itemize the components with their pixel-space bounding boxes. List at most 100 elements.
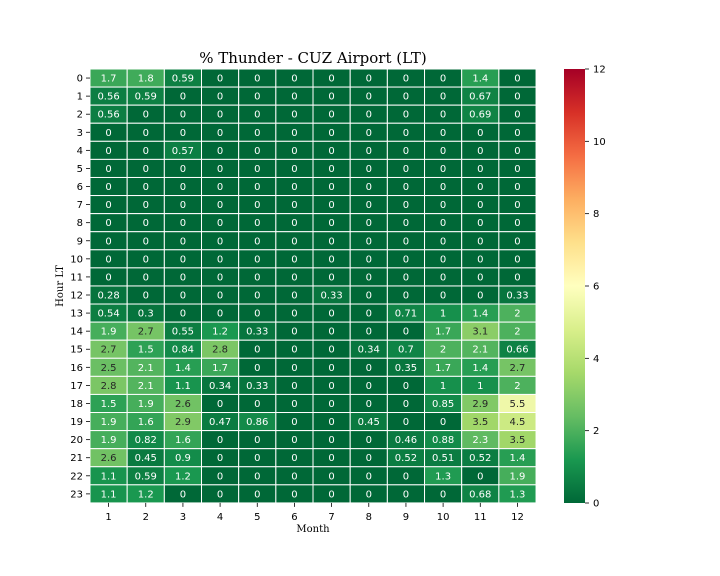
cell-value-label: 0 <box>328 471 334 482</box>
cell-value-label: 0 <box>366 453 372 464</box>
cell-value-label: 0.7 <box>398 345 414 356</box>
cell-value-label: 0 <box>254 254 260 265</box>
cell-value-label: 0.33 <box>246 381 268 392</box>
cell-value-label: 0 <box>403 182 409 193</box>
cell-value-label: 0 <box>440 128 446 139</box>
cell-value-label: 0 <box>217 489 223 500</box>
cell-value-label: 0 <box>291 435 297 446</box>
cell-value-label: 0 <box>328 417 334 428</box>
cell-value-label: 0 <box>254 128 260 139</box>
cell-value-label: 1.5 <box>101 399 117 410</box>
cell-value-label: 0 <box>291 164 297 175</box>
y-tick-label: 13 <box>70 309 83 320</box>
cell-value-label: 0 <box>291 399 297 410</box>
y-tick-label: 5 <box>77 164 83 175</box>
cell-value-label: 0 <box>440 74 446 85</box>
cell-value-label: 0 <box>291 417 297 428</box>
cell-value-label: 1.9 <box>101 417 117 428</box>
cell-value-label: 0 <box>328 92 334 103</box>
cell-value-label: 0 <box>403 381 409 392</box>
cell-value-label: 0 <box>328 363 334 374</box>
cell-value-label: 0 <box>366 291 372 302</box>
x-tick-label: 2 <box>143 512 149 523</box>
cell-value-label: 0.33 <box>246 327 268 338</box>
cell-value-label: 0.69 <box>469 110 491 121</box>
cell-value-label: 0 <box>291 92 297 103</box>
cell-value-label: 2.6 <box>101 453 117 464</box>
cell-value-label: 0 <box>217 110 223 121</box>
cell-value-label: 0 <box>217 164 223 175</box>
y-tick-label: 1 <box>77 92 83 103</box>
cell-value-label: 1.7 <box>435 363 451 374</box>
cell-value-label: 0 <box>403 399 409 410</box>
cell-value-label: 2.7 <box>138 327 154 338</box>
cell-value-label: 2.8 <box>101 381 117 392</box>
cell-value-label: 0 <box>254 309 260 320</box>
cell-value-label: 0 <box>291 327 297 338</box>
cell-value-label: 0.45 <box>135 453 157 464</box>
x-axis-ticks: 1 2 3 4 5 6 7 8 9 10 11 12 <box>105 502 524 523</box>
cell-value-label: 0 <box>366 399 372 410</box>
cell-value-label: 0 <box>440 254 446 265</box>
cell-value-label: 0 <box>217 291 223 302</box>
cell-value-label: 0 <box>291 200 297 211</box>
cell-value-label: 0 <box>291 309 297 320</box>
cell-value-label: 0 <box>254 236 260 247</box>
y-tick-label: 16 <box>70 363 83 374</box>
cell-value-label: 0 <box>291 182 297 193</box>
cell-value-label: 0.51 <box>432 453 454 464</box>
cell-value-label: 1.4 <box>472 363 488 374</box>
cell-value-label: 0 <box>143 182 149 193</box>
cell-value-label: 0 <box>254 182 260 193</box>
cell-value-label: 0 <box>180 254 186 265</box>
cell-value-label: 0 <box>217 146 223 157</box>
cell-value-label: 0 <box>440 182 446 193</box>
cell-value-label: 0 <box>217 309 223 320</box>
cell-value-label: 0 <box>105 218 111 229</box>
cell-value-label: 0 <box>403 471 409 482</box>
cell-value-label: 0 <box>328 164 334 175</box>
cell-value-label: 2.9 <box>175 417 191 428</box>
cell-value-label: 0 <box>514 128 520 139</box>
colorbar-tick-label: 0 <box>593 499 599 510</box>
cell-value-label: 0 <box>254 399 260 410</box>
cell-value-label: 2.1 <box>138 363 154 374</box>
cell-value-label: 0 <box>328 435 334 446</box>
cell-value-label: 0 <box>291 363 297 374</box>
cell-value-label: 0 <box>217 272 223 283</box>
cell-value-label: 3.1 <box>472 327 488 338</box>
cell-value-label: 1.9 <box>510 471 526 482</box>
cell-value-label: 0 <box>180 309 186 320</box>
cell-value-label: 0.52 <box>469 453 491 464</box>
y-tick-label: 4 <box>77 146 83 157</box>
cell-value-label: 2 <box>514 381 520 392</box>
y-tick-label: 3 <box>77 128 83 139</box>
chart-title: % Thunder - CUZ Airport (LT) <box>199 49 426 67</box>
cell-value-label: 0 <box>477 218 483 229</box>
y-tick-label: 10 <box>70 254 83 265</box>
cell-value-label: 0 <box>328 345 334 356</box>
cell-value-label: 1.7 <box>435 327 451 338</box>
cell-value-label: 0 <box>105 182 111 193</box>
cell-value-label: 0 <box>440 218 446 229</box>
cell-value-label: 0 <box>328 381 334 392</box>
cell-value-label: 0 <box>366 182 372 193</box>
cell-value-label: 0.52 <box>395 453 417 464</box>
cell-value-label: 0 <box>514 218 520 229</box>
cell-value-label: 0 <box>403 74 409 85</box>
cell-value-label: 0 <box>105 254 111 265</box>
cell-value-label: 1.4 <box>472 309 488 320</box>
cell-value-label: 0 <box>403 146 409 157</box>
cell-value-label: 0 <box>477 182 483 193</box>
cell-value-label: 0 <box>403 489 409 500</box>
cell-value-label: 0 <box>291 291 297 302</box>
cell-value-label: 0 <box>217 453 223 464</box>
cell-value-label: 0 <box>440 291 446 302</box>
cell-value-label: 0 <box>105 164 111 175</box>
x-tick-label: 1 <box>105 512 111 523</box>
cell-value-label: 2.7 <box>101 345 117 356</box>
cell-value-label: 1.9 <box>138 399 154 410</box>
cell-value-label: 0.56 <box>97 92 119 103</box>
colorbar-tick-label: 4 <box>593 354 599 365</box>
